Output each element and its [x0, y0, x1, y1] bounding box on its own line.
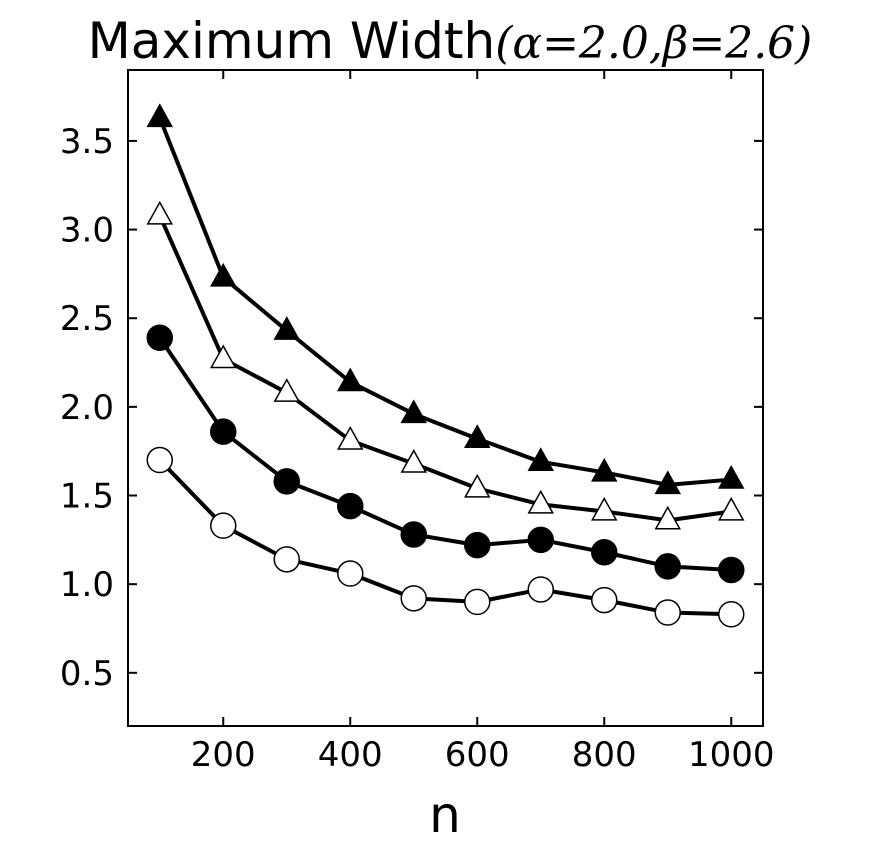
data-point-open-triangle: [527, 489, 554, 514]
data-point-open-triangle: [654, 505, 681, 530]
data-point-filled-triangle: [400, 399, 427, 424]
data-point-open-circle: [527, 576, 554, 603]
data-point-filled-circle: [654, 553, 681, 580]
data-point-filled-circle: [718, 556, 745, 584]
data-point-open-circle: [464, 588, 491, 616]
x-tick-label: 200: [191, 735, 256, 775]
data-point-open-triangle: [400, 449, 427, 473]
data-point-filled-triangle: [464, 424, 491, 448]
data-point-open-triangle: [718, 496, 745, 521]
data-point-filled-circle: [591, 538, 618, 566]
data-point-filled-circle: [464, 531, 491, 559]
data-point-filled-triangle: [337, 367, 364, 392]
data-point-open-circle: [718, 601, 745, 628]
series-line-filled-circle: [158, 336, 732, 572]
data-point-open-circle: [210, 512, 237, 539]
y-tick-label: 2.5: [60, 299, 114, 339]
y-tick-label: 3.0: [60, 211, 114, 251]
data-point-open-triangle: [591, 496, 618, 521]
data-point-open-circle: [273, 546, 300, 573]
chart-title-main: Maximum Width: [88, 12, 496, 70]
data-point-filled-triangle: [591, 457, 618, 482]
series-line-open-triangle: [157, 214, 732, 523]
y-tick-label: 2.0: [60, 388, 114, 428]
data-point-open-triangle: [146, 200, 173, 225]
data-point-open-triangle: [273, 378, 300, 402]
x-tick-label: 600: [445, 735, 510, 775]
data-point-filled-circle: [400, 521, 427, 548]
data-point-open-circle: [337, 560, 364, 587]
data-point-filled-circle: [273, 468, 300, 495]
data-point-open-triangle: [210, 344, 237, 369]
data-point-filled-circle: [527, 526, 554, 554]
data-point-filled-triangle: [654, 470, 681, 495]
y-tick-label: 3.5: [60, 122, 114, 162]
data-point-open-triangle: [464, 473, 491, 498]
x-tick-label: 1000: [688, 735, 775, 775]
data-point-filled-triangle: [718, 465, 745, 489]
x-tick-label: 400: [318, 735, 383, 775]
y-tick-label: 1.5: [60, 477, 114, 517]
data-point-open-circle: [591, 586, 618, 614]
data-point-filled-circle: [146, 324, 173, 351]
x-axis-label: n: [429, 786, 461, 844]
data-point-filled-triangle: [146, 103, 173, 128]
series-layer: [146, 103, 745, 628]
y-tick-label: 0.5: [60, 654, 114, 694]
data-point-open-triangle: [337, 426, 364, 450]
x-tick-label: 800: [572, 735, 637, 775]
series-line-open-circle: [158, 458, 732, 617]
tick-layer: 200 400 600 800 1000 0.5 1.0 1.5 2.0 2.5 3.0 3.5: [60, 70, 775, 775]
data-point-open-circle: [400, 585, 427, 612]
data-point-filled-circle: [337, 492, 364, 520]
chart-title-params: (α=2.0,β=2.6): [495, 18, 812, 69]
data-point-filled-triangle: [527, 447, 554, 472]
data-point-filled-triangle: [210, 262, 237, 287]
data-point-open-circle: [146, 446, 173, 474]
y-tick-label: 1.0: [60, 565, 114, 605]
chart-title: Maximum Width(α=2.0,β=2.6): [88, 12, 813, 70]
series-line-filled-triangle: [157, 117, 732, 487]
data-point-filled-triangle: [273, 316, 300, 340]
plot-frame: [127, 69, 764, 727]
data-point-filled-circle: [210, 418, 237, 445]
data-point-open-circle: [654, 599, 681, 626]
